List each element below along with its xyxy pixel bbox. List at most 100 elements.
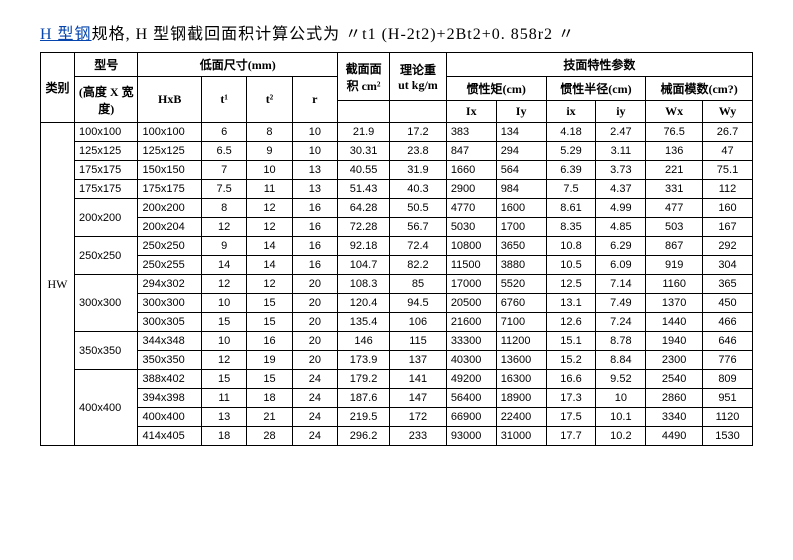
hdr-Wy: Wy xyxy=(702,101,752,123)
table-row: 400x400132124219.5172669002240017.510.13… xyxy=(41,408,753,427)
cell-t1: 8 xyxy=(201,199,246,218)
cell-t2: 16 xyxy=(247,332,292,351)
cell-area: 104.7 xyxy=(338,256,390,275)
cell-ry: 10 xyxy=(596,389,646,408)
model-cell: 125x125 xyxy=(75,142,138,161)
cell-r: 24 xyxy=(292,370,337,389)
hdr-model: 型号 xyxy=(75,53,138,77)
cell-wx: 1440 xyxy=(646,313,703,332)
cell-t2: 8 xyxy=(247,123,292,142)
cell-t2: 18 xyxy=(247,389,292,408)
cell-ix: 2900 xyxy=(446,180,496,199)
title-link[interactable]: H 型钢 xyxy=(40,26,92,43)
cell-t1: 7 xyxy=(201,161,246,180)
cell-wy: 1120 xyxy=(702,408,752,427)
cell-ry: 7.24 xyxy=(596,313,646,332)
cell-iy: 22400 xyxy=(496,408,546,427)
cell-wx: 503 xyxy=(646,218,703,237)
table-row: HW100x100100x100681021.917.23831344.182.… xyxy=(41,123,753,142)
cell-r: 20 xyxy=(292,313,337,332)
cell-wy: 304 xyxy=(702,256,752,275)
cell-ix: 49200 xyxy=(446,370,496,389)
cell-ry: 3.11 xyxy=(596,142,646,161)
cell-t1: 12 xyxy=(201,275,246,294)
cell-hxb: 175x175 xyxy=(138,180,201,199)
cell-t1: 7.5 xyxy=(201,180,246,199)
cell-area: 120.4 xyxy=(338,294,390,313)
cell-ix: 847 xyxy=(446,142,496,161)
cell-wt: 141 xyxy=(390,370,447,389)
cell-wy: 47 xyxy=(702,142,752,161)
cell-wt: 82.2 xyxy=(390,256,447,275)
cell-area: 179.2 xyxy=(338,370,390,389)
cell-ry: 4.85 xyxy=(596,218,646,237)
cell-t2: 12 xyxy=(247,199,292,218)
cell-ix: 1660 xyxy=(446,161,496,180)
cell-t2: 14 xyxy=(247,237,292,256)
cell-iy: 11200 xyxy=(496,332,546,351)
model-cell: 250x250 xyxy=(75,237,138,275)
cell-ix: 17000 xyxy=(446,275,496,294)
cell-ix: 20500 xyxy=(446,294,496,313)
cell-iy: 5520 xyxy=(496,275,546,294)
table-row: 414x405182824296.2233930003100017.710.24… xyxy=(41,427,753,446)
cell-t1: 12 xyxy=(201,351,246,370)
cell-r: 20 xyxy=(292,294,337,313)
hdr-Iy: Iy xyxy=(496,101,546,123)
cell-rx: 17.3 xyxy=(546,389,596,408)
cell-wx: 4490 xyxy=(646,427,703,446)
table-row: 350x350121920173.9137403001360015.28.842… xyxy=(41,351,753,370)
cell-ix: 4770 xyxy=(446,199,496,218)
cell-t1: 10 xyxy=(201,332,246,351)
cell-iy: 564 xyxy=(496,161,546,180)
hdr-t2: t² xyxy=(247,77,292,123)
cell-area: 72.28 xyxy=(338,218,390,237)
cell-wt: 40.3 xyxy=(390,180,447,199)
cell-wx: 867 xyxy=(646,237,703,256)
cell-area: 108.3 xyxy=(338,275,390,294)
cell-t2: 10 xyxy=(247,161,292,180)
hdr-t1: t¹ xyxy=(201,77,246,123)
cell-t1: 14 xyxy=(201,256,246,275)
cell-iy: 294 xyxy=(496,142,546,161)
cell-rx: 16.6 xyxy=(546,370,596,389)
cell-t2: 15 xyxy=(247,313,292,332)
cell-ix: 10800 xyxy=(446,237,496,256)
cell-area: 187.6 xyxy=(338,389,390,408)
cell-area: 40.55 xyxy=(338,161,390,180)
table-row: 300x305151520135.410621600710012.67.2414… xyxy=(41,313,753,332)
cell-wy: 75.1 xyxy=(702,161,752,180)
hdr-iy: iy xyxy=(596,101,646,123)
cell-wx: 221 xyxy=(646,161,703,180)
hdr-category: 类别 xyxy=(41,53,75,123)
cell-area: 51.43 xyxy=(338,180,390,199)
cell-wt: 23.8 xyxy=(390,142,447,161)
cell-ry: 3.73 xyxy=(596,161,646,180)
cell-wy: 450 xyxy=(702,294,752,313)
cell-wt: 115 xyxy=(390,332,447,351)
cell-wy: 167 xyxy=(702,218,752,237)
model-cell: 350x350 xyxy=(75,332,138,370)
cell-r: 10 xyxy=(292,123,337,142)
cell-rx: 15.2 xyxy=(546,351,596,370)
cell-t2: 15 xyxy=(247,370,292,389)
cell-wy: 951 xyxy=(702,389,752,408)
hdr-wt-blank xyxy=(390,101,447,123)
hdr-model-sub: (高度 X 宽度) xyxy=(75,77,138,123)
cell-wx: 136 xyxy=(646,142,703,161)
cell-wx: 2540 xyxy=(646,370,703,389)
cell-t1: 6.5 xyxy=(201,142,246,161)
cell-hxb: 300x305 xyxy=(138,313,201,332)
cell-wy: 1530 xyxy=(702,427,752,446)
cell-ry: 4.99 xyxy=(596,199,646,218)
cell-wy: 292 xyxy=(702,237,752,256)
cell-wx: 1370 xyxy=(646,294,703,313)
cell-rx: 4.18 xyxy=(546,123,596,142)
cell-wx: 2860 xyxy=(646,389,703,408)
table-row: 300x300101520120.494.520500676013.17.491… xyxy=(41,294,753,313)
cell-hxb: 350x350 xyxy=(138,351,201,370)
cell-t1: 12 xyxy=(201,218,246,237)
cell-ix: 40300 xyxy=(446,351,496,370)
cell-r: 24 xyxy=(292,389,337,408)
cell-r: 16 xyxy=(292,237,337,256)
